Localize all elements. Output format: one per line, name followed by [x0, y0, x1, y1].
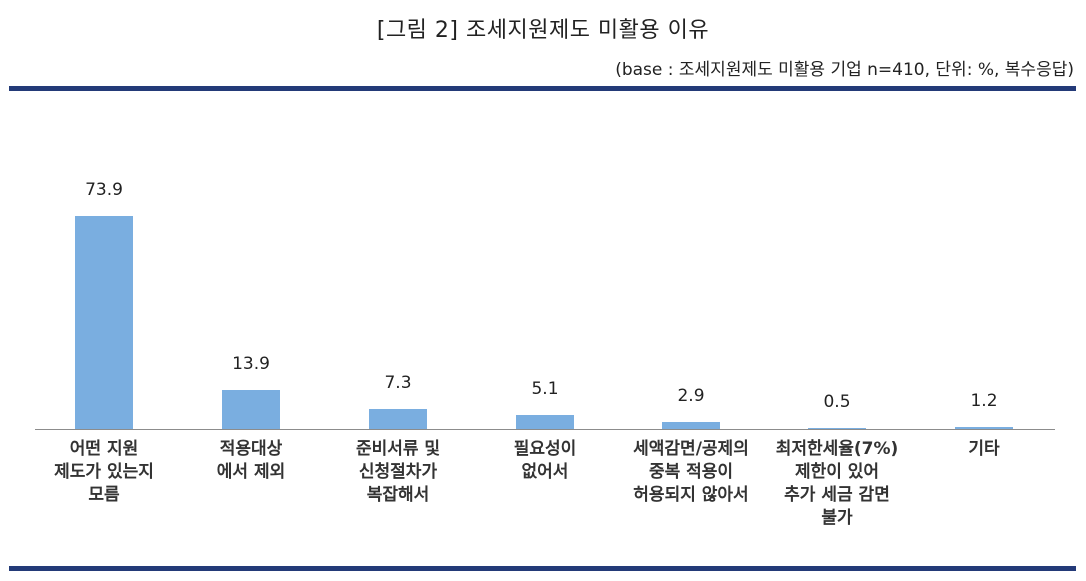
chart-subtitle: (base : 조세지원제도 미활용 기업 n=410, 단위: %, 복수응답… [615, 60, 1074, 80]
category-label: 세액감면/공제의 중복 적용이 허용되지 않아서 [633, 439, 749, 505]
value-label: 2.9 [677, 385, 705, 406]
bar [369, 408, 427, 430]
value-label: 7.3 [384, 372, 412, 393]
bar [516, 415, 574, 430]
value-label: 5.1 [531, 379, 559, 400]
value-label: 13.9 [232, 353, 270, 374]
value-label: 1.2 [970, 390, 998, 411]
bar [222, 389, 280, 430]
bar [662, 421, 720, 430]
category-label: 최저한세율(7%) 제한이 있어 추가 세금 감면 불가 [775, 439, 899, 528]
value-label: 73.9 [85, 179, 123, 200]
category-label: 필요성이 없어서 [513, 439, 577, 482]
category-label: 어떤 지원 제도가 있는지 모름 [54, 439, 154, 505]
plot-area: 73.9 13.9 7.3 5.1 2.9 0.5 1.2 [35, 100, 1055, 430]
category-label: 기타 [968, 439, 1000, 459]
bar [955, 426, 1013, 430]
chart-title: [그림 2] 조세지원제도 미활용 이유 [376, 18, 710, 43]
x-axis-line [35, 429, 1055, 430]
bottom-rule [9, 566, 1076, 571]
category-label: 적용대상 에서 제외 [216, 439, 286, 482]
bar [75, 215, 133, 430]
top-rule [9, 86, 1076, 91]
value-label: 0.5 [823, 392, 851, 412]
category-label: 준비서류 및 신청절차가 복잡해서 [355, 439, 441, 505]
